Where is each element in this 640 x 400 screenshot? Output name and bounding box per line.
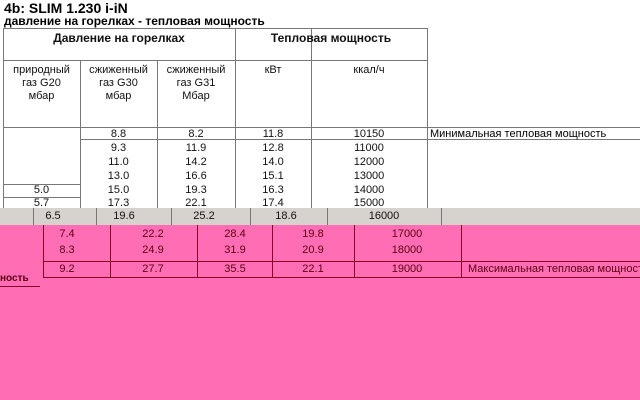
row-note: Максимальная тепловая мощность <box>468 263 640 275</box>
cell-g31: 31.9 <box>224 244 246 256</box>
grid-line <box>3 28 4 128</box>
cell-kw: 16.3 <box>262 184 284 196</box>
cell-kcal: 19000 <box>391 263 423 275</box>
header-power: Тепловая мощность <box>270 31 392 45</box>
cell-kcal: 15000 <box>353 197 385 208</box>
grid-line <box>197 225 198 277</box>
cell-g30: 13.0 <box>107 170 130 182</box>
cell-g31: 22.1 <box>185 197 207 208</box>
grid-line <box>311 128 312 208</box>
cell-kw: 19.8 <box>302 228 324 240</box>
column-header: сжиженный газ G31 Мбар <box>166 64 226 102</box>
grid-line <box>43 277 640 278</box>
cell-g30: 27.7 <box>142 263 164 275</box>
cell-g30: 22.2 <box>142 228 164 240</box>
grid-line <box>3 127 640 128</box>
grid-line <box>0 286 40 287</box>
grid-line <box>272 225 273 277</box>
grid-line <box>3 197 80 198</box>
grid-line <box>427 28 428 128</box>
grid-line <box>43 225 44 277</box>
cell-kcal: 13000 <box>353 170 385 182</box>
grid-line <box>80 139 640 140</box>
grid-line <box>327 208 328 225</box>
cell-g20: 5.7 <box>33 197 50 208</box>
grid-line <box>427 128 428 208</box>
grid-line <box>157 128 158 208</box>
cell-g20: 6.5 <box>45 210 61 222</box>
grid-line <box>33 208 34 225</box>
cell-g30: 17.3 <box>107 197 130 208</box>
cell-kw: 17.4 <box>262 197 284 208</box>
cell-g31: 8.2 <box>188 128 204 140</box>
grid-line <box>3 128 4 208</box>
grid-line <box>3 184 80 185</box>
column-header: природный газ G20 мбар <box>13 64 70 102</box>
cell-g20: 8.3 <box>59 244 75 256</box>
cell-g20: 9.2 <box>59 263 75 275</box>
grid-line <box>157 60 158 128</box>
grid-line <box>235 28 236 128</box>
grid-line <box>96 208 97 225</box>
cell-kcal: 14000 <box>353 184 385 196</box>
column-header: сжиженный газ G30 мбар <box>89 64 148 102</box>
glitch-band: 6.5 19.6 25.2 18.6 16000 <box>0 208 640 225</box>
cell-g30: 24.9 <box>142 244 164 256</box>
cell-g31: 19.3 <box>185 184 207 196</box>
grid-line <box>250 208 251 225</box>
header-pressure: Давление на горелках <box>53 31 185 45</box>
cell-g31: 35.5 <box>224 263 246 275</box>
grid-line <box>110 225 111 277</box>
cell-kcal: 12000 <box>353 156 385 168</box>
cell-g30: 15.0 <box>107 184 130 196</box>
cell-g30: 11.0 <box>108 156 129 168</box>
cell-g20: 5.0 <box>33 184 50 196</box>
cell-kcal: 17000 <box>391 228 423 240</box>
grid-line <box>171 208 172 225</box>
column-header: ккал/ч <box>353 64 385 76</box>
cell-kw: 20.9 <box>302 244 324 256</box>
cell-g31: 16.6 <box>185 170 207 182</box>
grid-line <box>311 28 312 128</box>
cell-kcal: 16000 <box>368 210 400 222</box>
cell-g31: 11.9 <box>185 142 207 154</box>
glitch-area: 7.4 22.2 28.4 19.8 17000 8.3 24.9 31.9 20.9 18000… <box>0 225 640 400</box>
cell-kcal: 10150 <box>353 128 385 140</box>
grid-line <box>80 60 81 128</box>
cell-g31: 28.4 <box>224 228 246 240</box>
cell-kcal: 18000 <box>391 244 423 256</box>
column-header: кВт <box>264 64 282 76</box>
cell-kw: 15.1 <box>262 170 284 182</box>
cell-g30: 19.6 <box>113 210 135 222</box>
cell-g31: 25.2 <box>193 210 215 222</box>
cell-g20: 7.4 <box>59 228 75 240</box>
grid-line <box>80 128 81 208</box>
grid-line <box>354 225 355 277</box>
row-note: Минимальная тепловая мощность <box>430 128 607 140</box>
grid-line <box>43 261 640 262</box>
cell-kw: 14.0 <box>262 156 284 168</box>
page-subtitle: давление на горелках - тепловая мощность <box>4 14 265 28</box>
cell-g30: 8.8 <box>110 128 127 140</box>
cell-g30: 9.3 <box>110 142 127 154</box>
grid-line <box>3 60 427 61</box>
cell-kw: 12.8 <box>262 142 284 154</box>
page-title: 4b: SLIM 1.230 i-iN <box>4 0 128 16</box>
grid-line <box>3 28 427 29</box>
cell-kw: 18.6 <box>275 210 297 222</box>
grid-line <box>235 128 236 208</box>
grid-line <box>461 225 462 277</box>
cell-kw: 22.1 <box>302 263 324 275</box>
cell-g31: 14.2 <box>185 156 207 168</box>
label-fragment: ность <box>0 273 29 284</box>
cell-kcal: 11000 <box>354 142 384 154</box>
grid-line <box>441 208 442 225</box>
cell-kw: 11.8 <box>262 128 284 140</box>
